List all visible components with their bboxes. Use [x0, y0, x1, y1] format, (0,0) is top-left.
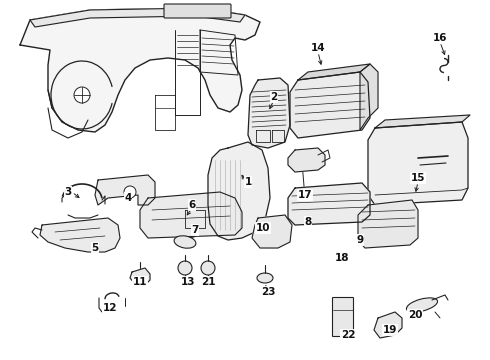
Polygon shape	[30, 8, 245, 27]
Polygon shape	[290, 72, 370, 138]
Text: 18: 18	[335, 253, 349, 263]
Polygon shape	[130, 268, 150, 285]
Text: 23: 23	[261, 287, 275, 297]
Polygon shape	[248, 78, 290, 148]
Polygon shape	[288, 183, 370, 225]
Polygon shape	[252, 215, 292, 248]
Text: 21: 21	[201, 277, 215, 287]
Text: 7: 7	[191, 225, 198, 235]
Text: 16: 16	[433, 33, 447, 43]
Text: 3: 3	[64, 187, 72, 197]
Circle shape	[124, 186, 136, 198]
Text: 14: 14	[311, 43, 325, 53]
Text: 11: 11	[133, 277, 147, 287]
Ellipse shape	[174, 236, 196, 248]
Polygon shape	[368, 122, 468, 205]
Circle shape	[74, 87, 90, 103]
Polygon shape	[358, 200, 418, 248]
Text: 8: 8	[304, 217, 312, 227]
Polygon shape	[288, 148, 325, 172]
Text: 19: 19	[383, 325, 397, 335]
Text: 12: 12	[103, 303, 117, 313]
Polygon shape	[208, 142, 270, 240]
Polygon shape	[40, 218, 120, 252]
Text: 22: 22	[341, 330, 355, 340]
Polygon shape	[95, 175, 155, 205]
Circle shape	[201, 261, 215, 275]
Polygon shape	[360, 64, 378, 130]
Polygon shape	[375, 115, 470, 128]
Text: 5: 5	[91, 243, 98, 253]
Ellipse shape	[257, 273, 273, 283]
Text: 15: 15	[411, 173, 425, 183]
Text: 13: 13	[181, 277, 195, 287]
FancyBboxPatch shape	[333, 297, 353, 337]
Text: 17: 17	[298, 190, 312, 200]
FancyBboxPatch shape	[164, 4, 231, 18]
Ellipse shape	[407, 298, 438, 312]
Text: 4: 4	[124, 193, 132, 203]
Polygon shape	[298, 64, 370, 80]
Text: 20: 20	[408, 310, 422, 320]
Text: 2: 2	[270, 92, 278, 102]
Circle shape	[178, 261, 192, 275]
Text: 1: 1	[245, 177, 252, 187]
Text: 9: 9	[356, 235, 364, 245]
Text: 10: 10	[256, 223, 270, 233]
Polygon shape	[20, 8, 260, 132]
Text: 6: 6	[188, 200, 196, 210]
Polygon shape	[374, 312, 402, 338]
Polygon shape	[140, 192, 242, 238]
